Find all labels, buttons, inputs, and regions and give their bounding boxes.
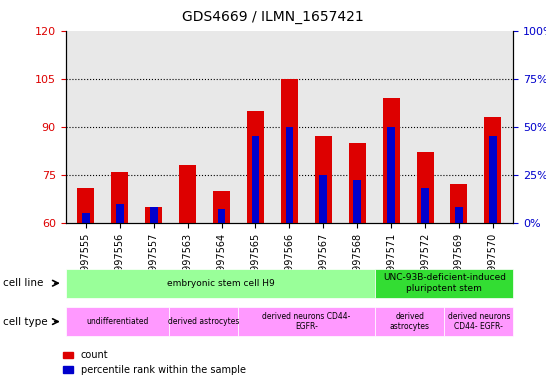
Legend: count, percentile rank within the sample: count, percentile rank within the sample xyxy=(60,346,250,379)
Text: embryonic stem cell H9: embryonic stem cell H9 xyxy=(167,279,275,288)
Text: cell line: cell line xyxy=(3,278,43,288)
Text: derived astrocytes: derived astrocytes xyxy=(168,317,239,326)
Bar xyxy=(353,180,361,223)
Bar xyxy=(387,127,395,223)
Bar xyxy=(150,207,158,223)
Bar xyxy=(489,136,497,223)
Bar xyxy=(252,136,259,223)
Bar xyxy=(145,207,162,223)
Text: undifferentiated: undifferentiated xyxy=(86,317,149,326)
Bar xyxy=(417,152,434,223)
Bar xyxy=(383,98,400,223)
Bar xyxy=(319,175,327,223)
Bar xyxy=(281,79,298,223)
Text: derived neurons CD44-
EGFR-: derived neurons CD44- EGFR- xyxy=(263,312,351,331)
Text: derived neurons
CD44- EGFR-: derived neurons CD44- EGFR- xyxy=(448,312,510,331)
Bar xyxy=(286,127,293,223)
Bar xyxy=(450,184,467,223)
Bar xyxy=(179,165,196,223)
Bar xyxy=(116,204,123,223)
Text: UNC-93B-deficient-induced
pluripotent stem: UNC-93B-deficient-induced pluripotent st… xyxy=(383,273,506,293)
Bar xyxy=(247,111,264,223)
Bar xyxy=(484,117,501,223)
Bar xyxy=(78,187,94,223)
Bar xyxy=(82,213,90,223)
Text: cell type: cell type xyxy=(3,316,48,327)
Text: derived
astrocytes: derived astrocytes xyxy=(390,312,430,331)
Bar xyxy=(455,207,463,223)
Bar xyxy=(315,136,332,223)
Bar xyxy=(111,172,128,223)
Text: GDS4669 / ILMN_1657421: GDS4669 / ILMN_1657421 xyxy=(182,10,364,23)
Bar xyxy=(218,209,225,223)
Bar xyxy=(421,188,429,223)
Bar xyxy=(349,143,366,223)
Bar xyxy=(213,191,230,223)
